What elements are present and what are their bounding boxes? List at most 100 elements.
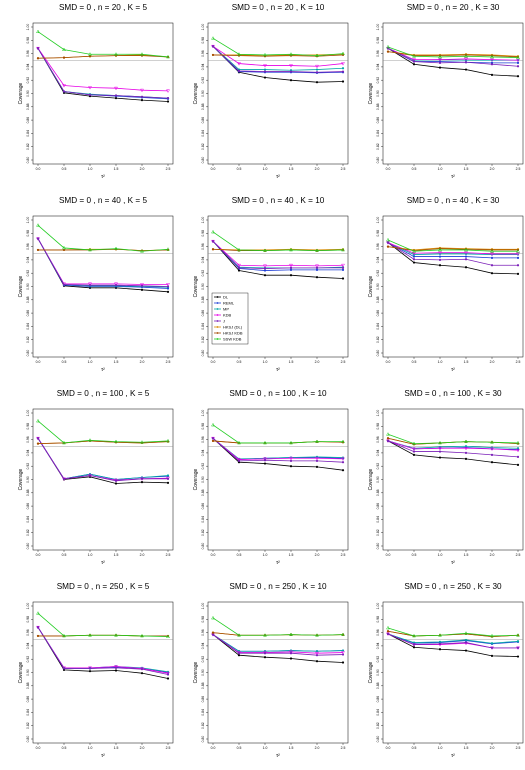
data-point	[289, 64, 293, 68]
x-tick-label: 0.5	[237, 553, 242, 557]
data-point	[237, 633, 241, 637]
data-point	[341, 67, 345, 70]
x-tick-label: 2.0	[140, 553, 145, 557]
data-point	[315, 268, 319, 271]
x-tick-label: 0.0	[36, 553, 41, 557]
series-line	[387, 242, 519, 275]
series-line	[212, 248, 344, 251]
x-axis-label: τ²	[276, 367, 280, 373]
x-tick-label: 2.0	[140, 167, 145, 171]
y-tick-label: 0.98	[26, 230, 30, 237]
y-tick-label: 0.96	[376, 243, 380, 250]
y-tick-label: 0.94	[376, 642, 380, 649]
x-tick-label: 0.5	[237, 167, 242, 171]
y-tick-label: 0.84	[376, 516, 380, 523]
panel-title: SMD = 0 , n = 100 , K = 30	[404, 389, 502, 398]
series-line	[37, 225, 169, 252]
y-axis-label: Coverage	[368, 468, 374, 490]
series-line	[37, 627, 169, 673]
series-line	[212, 240, 344, 267]
data-point	[516, 448, 520, 453]
y-tick-label: 0.86	[376, 310, 380, 317]
data-point	[341, 268, 345, 271]
y-tick-label: 0.80	[201, 543, 205, 550]
y-tick-label: 0.98	[376, 423, 380, 430]
panel-title: SMD = 0 , n = 250 , K = 10	[229, 582, 327, 591]
y-tick-label: 0.92	[26, 270, 30, 277]
y-tick-label: 0.84	[376, 130, 380, 137]
data-point	[237, 62, 241, 66]
data-point	[386, 439, 390, 443]
x-tick-label: 2.0	[490, 746, 495, 750]
x-tick-label: 0.5	[62, 553, 67, 557]
y-tick-label: 0.86	[201, 503, 205, 510]
plot-frame	[32, 22, 174, 165]
y-tick-label: 0.90	[376, 283, 380, 290]
data-point	[166, 285, 170, 288]
data-point	[211, 45, 215, 48]
plot-frame	[382, 215, 524, 358]
x-axis-label: τ²	[101, 753, 105, 759]
chart-panel: SMD = 0 , n = 20 , K = 30 0.80 0.82 0.84 0.8…	[368, 3, 524, 180]
data-point	[114, 52, 118, 56]
data-point	[166, 438, 170, 443]
y-tick-label: 0.98	[26, 423, 30, 430]
series-line	[387, 242, 518, 255]
legend-marker	[216, 332, 219, 334]
y-tick-label: 0.92	[201, 656, 205, 663]
series-line	[37, 627, 169, 675]
data-point	[263, 462, 267, 465]
data-point	[289, 657, 293, 660]
series-line	[387, 47, 519, 77]
x-tick-label: 1.5	[289, 746, 294, 750]
x-tick-label: 0.0	[36, 360, 41, 364]
data-point	[62, 90, 66, 93]
y-tick-label: 0.84	[201, 516, 205, 523]
data-point	[341, 461, 345, 464]
y-tick-label: 0.80	[201, 736, 205, 743]
data-point	[263, 457, 267, 461]
x-axis-label: τ²	[101, 174, 105, 180]
data-point	[386, 44, 390, 49]
data-point	[114, 666, 118, 669]
data-point	[516, 75, 520, 78]
y-tick-label: 0.98	[26, 616, 30, 623]
x-tick-label: 2.0	[315, 746, 320, 750]
data-point	[88, 474, 92, 477]
y-tick-label: 0.92	[376, 463, 380, 470]
series-line	[37, 438, 169, 480]
data-point	[289, 632, 293, 636]
series-line	[212, 617, 344, 636]
x-axis-label: τ²	[101, 367, 105, 373]
data-point	[62, 283, 66, 286]
data-point	[211, 240, 215, 243]
data-point	[166, 634, 170, 638]
plot-frame	[32, 601, 174, 744]
legend-box	[211, 292, 249, 345]
y-tick-label: 0.94	[376, 449, 380, 456]
data-point	[237, 247, 241, 252]
data-point	[36, 237, 40, 240]
x-tick-label: 2.5	[516, 746, 521, 750]
series-line	[212, 437, 344, 463]
data-point	[315, 654, 319, 657]
x-axis-label: τ²	[451, 174, 455, 180]
data-point	[438, 456, 442, 459]
y-tick-label: 0.94	[201, 63, 205, 70]
x-tick-label: 0.5	[412, 167, 417, 171]
data-point	[263, 68, 267, 71]
data-point	[114, 482, 118, 485]
y-tick-label: 0.90	[26, 90, 30, 97]
data-point	[237, 69, 241, 72]
x-tick-label: 2.0	[315, 553, 320, 557]
x-tick-label: 1.0	[438, 167, 443, 171]
series-line	[37, 438, 168, 482]
data-point	[140, 283, 144, 287]
data-point	[412, 261, 416, 264]
y-tick-label: 0.84	[26, 323, 30, 330]
data-point	[237, 652, 241, 655]
y-tick-label: 0.96	[26, 629, 30, 636]
x-tick-label: 0.0	[386, 360, 391, 364]
chart-panel: SMD = 0 , n = 100 , K = 5 0.80 0.82 0.84 0.8…	[18, 389, 174, 566]
y-tick-label: 0.82	[201, 529, 205, 536]
